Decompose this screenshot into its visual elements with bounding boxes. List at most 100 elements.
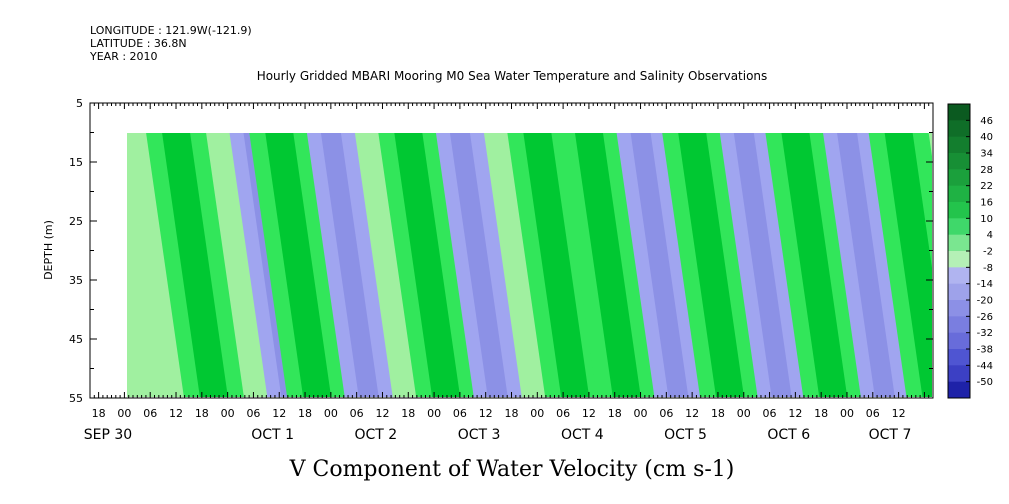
colorbar-segment [948,365,970,383]
x-hour-tick-label: 00 [117,407,131,420]
heatmap-band-core [630,133,689,397]
x-minor-ticks [89,103,934,398]
colorbar-label: 28 [980,165,993,176]
colorbar-segment [948,267,970,285]
colorbar-segment [948,300,970,317]
y-tick-label: 15 [69,156,83,169]
colorbar-label: -14 [977,279,993,290]
x-hour-tick-label: 18 [92,407,106,420]
heatmap-field [127,133,932,397]
longitude-label: LONGITUDE : 121.9W(-121.9) [90,24,252,37]
x-hour-tick-label: 00 [737,407,751,420]
y-tick-label: 35 [69,274,83,287]
x-hour-tick-label: 12 [582,407,596,420]
heatmap-band-core [837,133,895,397]
y-tick-label: 55 [69,392,83,405]
chart-title: Hourly Gridded MBARI Mooring M0 Sea Wate… [257,69,768,83]
x-hour-tick-label: 00 [530,407,544,420]
colorbar-label: -32 [977,328,993,339]
heatmap-band-core [265,133,332,397]
colorbar-label: 16 [980,198,993,209]
colorbar-label: 40 [980,132,993,143]
x-day-label: OCT 6 [767,427,810,443]
x-hour-tick-label: 18 [195,407,209,420]
colorbar-label: 46 [980,116,993,127]
colorbar-labels: 46 40 34 28 22 16 10 4 -2 -8 -14 -20 -26 -32 -38 -44 -50 [966,116,993,388]
colorbar-segment [948,169,970,187]
heatmap-band-core [574,133,641,397]
heatmap-band-core [320,133,379,397]
colorbar-segment [948,104,970,121]
y-axis-ticks: 5 15 25 35 45 55 [69,97,933,405]
x-hour-tick-label: 06 [453,407,467,420]
colorbar-label: -8 [983,263,993,274]
heatmap-band-core [884,133,932,397]
colorbar-label: 4 [987,230,993,241]
year-label: YEAR : 2010 [89,50,158,63]
x-hour-tick-label: 12 [169,407,183,420]
x-hour-tick-label: 12 [272,407,286,420]
x-hour-tick-label: 00 [427,407,441,420]
colorbar-segment [948,316,970,334]
colorbar-label: -50 [977,377,993,388]
colorbar-label: -26 [977,312,993,323]
x-hour-tick-label: 18 [401,407,415,420]
colorbar-label: 34 [980,149,993,160]
y-tick-label: 25 [69,215,83,228]
colorbar-segment [948,218,970,236]
x-hour-tick-label: 12 [685,407,699,420]
x-hour-tick-label: 06 [659,407,673,420]
heatmap-band-core [781,133,848,397]
x-day-label: OCT 7 [869,427,912,443]
y-axis-label: DEPTH (m) [42,220,55,280]
colorbar [947,103,971,399]
colorbar-label: -44 [977,361,993,372]
x-day-label: SEP 30 [84,427,132,443]
x-day-labels: SEP 30 OCT 1 OCT 2 OCT 3 OCT 4 OCT 5 OCT 6 OCT … [84,427,912,443]
colorbar-segment [948,234,970,252]
x-hour-tick-label: 00 [324,407,338,420]
x-day-label: OCT 5 [664,427,707,443]
colorbar-label: -20 [977,296,993,307]
x-hour-tick-label: 00 [634,407,648,420]
x-hour-tick-label: 06 [246,407,260,420]
colorbar-label: -2 [983,247,993,258]
x-day-label: OCT 3 [458,427,501,443]
colorbar-segment [948,332,970,350]
colorbar-segment [948,349,970,366]
x-hour-tick-label: 06 [350,407,364,420]
x-major-ticks [98,103,925,398]
colorbar-label: -38 [977,345,993,356]
heatmap-band-core [733,133,792,397]
x-hour-tick-label: 12 [788,407,802,420]
x-hour-tick-label: 18 [298,407,312,420]
x-hour-tick-label: 12 [375,407,389,420]
heatmap-band-core [449,133,508,397]
colorbar-segment [948,120,970,138]
colorbar-segment [948,251,970,268]
x-day-label: OCT 4 [561,427,604,443]
x-day-label: OCT 2 [354,427,397,443]
colorbar-segment [948,202,970,219]
x-hour-tick-label: 06 [143,407,157,420]
x-hour-tick-label: 18 [608,407,622,420]
x-hour-labels: 18 00 06 12 18 00 06 12 18 00 06 12 18 00 06 12 18 00 06 12… [92,407,906,420]
x-hour-tick-label: 06 [866,407,880,420]
latitude-label: LATITUDE : 36.8N [90,37,187,50]
x-hour-tick-label: 00 [221,407,235,420]
colorbar-label: 10 [980,214,993,225]
heatmap-band-core [162,133,228,397]
x-hour-tick-label: 06 [556,407,570,420]
x-hour-tick-label: 06 [763,407,777,420]
colorbar-segment [948,185,970,203]
y-tick-label: 5 [76,97,83,110]
colorbar-segment [948,283,970,301]
x-day-label: OCT 1 [251,427,294,443]
colorbar-segment [948,153,970,170]
x-hour-tick-label: 00 [840,407,854,420]
heatmap-band-core [394,133,461,397]
x-hour-tick-label: 18 [505,407,519,420]
variable-label: V Component of Water Velocity (cm s-1) [289,457,735,482]
colorbar-label: 22 [980,181,993,192]
